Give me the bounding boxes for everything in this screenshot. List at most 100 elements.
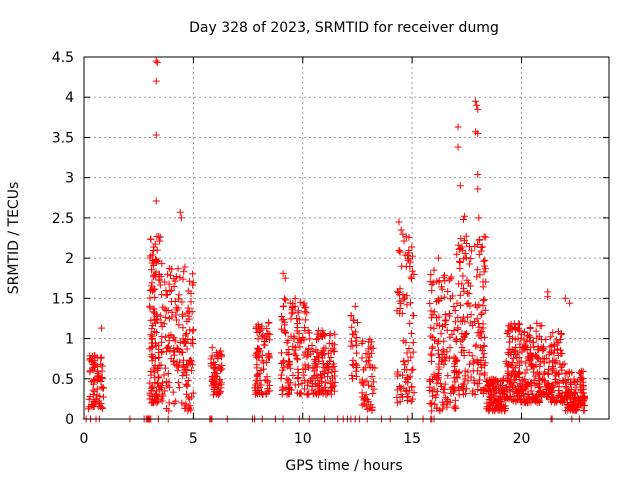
data-point bbox=[408, 366, 416, 374]
data-point bbox=[178, 363, 186, 371]
data-point bbox=[544, 393, 552, 401]
data-point bbox=[183, 381, 191, 389]
data-point bbox=[493, 399, 501, 407]
x-tick-label: 10 bbox=[294, 431, 312, 447]
data-point bbox=[147, 331, 155, 339]
data-point bbox=[398, 309, 406, 317]
data-point bbox=[523, 346, 531, 354]
data-point bbox=[331, 372, 339, 380]
data-point bbox=[477, 311, 485, 319]
data-point bbox=[476, 236, 484, 244]
data-point bbox=[492, 392, 500, 400]
data-point bbox=[314, 348, 322, 356]
data-point bbox=[533, 334, 541, 342]
data-point bbox=[480, 233, 488, 241]
data-point bbox=[430, 324, 438, 332]
data-point bbox=[97, 354, 105, 362]
data-point bbox=[146, 302, 154, 310]
data-point bbox=[351, 302, 359, 310]
data-point bbox=[526, 354, 534, 362]
data-point bbox=[437, 330, 445, 338]
data-point bbox=[444, 397, 452, 405]
data-point bbox=[480, 257, 488, 265]
data-point bbox=[431, 336, 439, 344]
data-point bbox=[178, 298, 186, 306]
data-point bbox=[409, 348, 417, 356]
data-point bbox=[426, 376, 434, 384]
data-point bbox=[171, 277, 179, 285]
data-point bbox=[521, 397, 529, 405]
data-point bbox=[254, 335, 262, 343]
data-point bbox=[537, 358, 545, 366]
data-point bbox=[322, 344, 330, 352]
data-point bbox=[216, 388, 224, 396]
data-point bbox=[210, 385, 218, 393]
data-point bbox=[328, 383, 336, 391]
data-point bbox=[446, 344, 454, 352]
data-point bbox=[148, 285, 156, 293]
data-point bbox=[567, 380, 575, 388]
data-point bbox=[312, 390, 320, 398]
data-point bbox=[551, 369, 559, 377]
data-point bbox=[475, 214, 483, 222]
data-point bbox=[428, 351, 436, 359]
data-point bbox=[285, 390, 293, 398]
data-point bbox=[364, 350, 372, 358]
data-point bbox=[349, 356, 357, 364]
data-point bbox=[474, 170, 482, 178]
data-point bbox=[149, 287, 157, 295]
data-point bbox=[396, 297, 404, 305]
data-point bbox=[431, 400, 439, 408]
data-point bbox=[184, 304, 192, 312]
data-point bbox=[264, 330, 272, 338]
data-point bbox=[427, 357, 435, 365]
data-point bbox=[558, 350, 566, 358]
data-point bbox=[510, 379, 518, 387]
data-point bbox=[485, 396, 493, 404]
data-point bbox=[322, 391, 330, 399]
data-point bbox=[521, 399, 529, 407]
data-point bbox=[399, 371, 407, 379]
data-point bbox=[504, 374, 512, 382]
data-point bbox=[255, 345, 263, 353]
data-point bbox=[547, 333, 555, 341]
data-point bbox=[523, 337, 531, 345]
data-point bbox=[285, 361, 293, 369]
data-point bbox=[453, 374, 461, 382]
data-point bbox=[400, 237, 408, 245]
data-point bbox=[467, 311, 475, 319]
data-point bbox=[570, 375, 578, 383]
data-point bbox=[495, 404, 503, 412]
data-point bbox=[554, 345, 562, 353]
data-point bbox=[288, 310, 296, 318]
data-point bbox=[443, 403, 451, 411]
data-point bbox=[153, 366, 161, 374]
data-point bbox=[348, 371, 356, 379]
data-point bbox=[208, 344, 216, 352]
data-point bbox=[527, 387, 535, 395]
data-point bbox=[509, 354, 517, 362]
data-point bbox=[153, 392, 161, 400]
data-point bbox=[319, 387, 327, 395]
data-point bbox=[518, 348, 526, 356]
data-point bbox=[471, 301, 479, 309]
data-point bbox=[542, 354, 550, 362]
data-point bbox=[280, 295, 288, 303]
data-point bbox=[183, 366, 191, 374]
data-point bbox=[407, 299, 415, 307]
data-point bbox=[314, 354, 322, 362]
data-point bbox=[150, 243, 158, 251]
data-point bbox=[521, 375, 529, 383]
data-point bbox=[164, 270, 172, 278]
data-point bbox=[544, 369, 552, 377]
data-point bbox=[293, 354, 301, 362]
data-point bbox=[253, 353, 261, 361]
data-point bbox=[159, 392, 167, 400]
data-point bbox=[504, 326, 512, 334]
data-point bbox=[456, 291, 464, 299]
data-point bbox=[465, 348, 473, 356]
data-point bbox=[330, 348, 338, 356]
data-point bbox=[524, 378, 532, 386]
data-point bbox=[480, 350, 488, 358]
data-point bbox=[148, 334, 156, 342]
